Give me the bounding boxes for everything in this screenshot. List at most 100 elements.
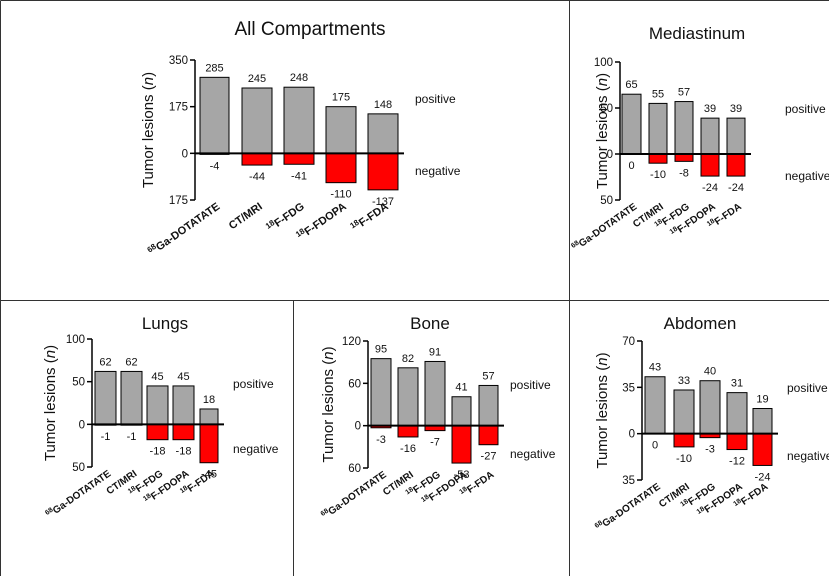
bar-negative: [326, 153, 356, 182]
data-label-positive: 33: [678, 375, 690, 387]
y-tick-label: 0: [182, 148, 188, 160]
negative-label: negative: [787, 449, 829, 463]
y-axis-label-close: ): [320, 346, 337, 351]
y-tick-label: 0: [79, 419, 85, 431]
y-tick-label: 175: [169, 102, 188, 114]
y-axis-label-close: ): [42, 345, 59, 350]
chart-title: Mediastinum: [649, 24, 745, 43]
y-axis-label-variable: n: [42, 350, 59, 358]
data-label-positive: 45: [177, 371, 189, 383]
data-label-negative: -10: [676, 453, 692, 465]
y-tick-label: 35: [622, 382, 635, 394]
data-label-positive: 95: [375, 344, 387, 356]
data-label-positive: 55: [652, 88, 664, 100]
bar-negative: [200, 424, 218, 462]
y-axis-label-close: ): [594, 352, 611, 357]
data-label-negative: -27: [481, 451, 497, 463]
category-label-compound: Ga-DOTATATE: [51, 468, 113, 516]
bar-positive: [649, 103, 667, 154]
data-label-positive: 65: [625, 79, 637, 91]
negative-label: negative: [233, 442, 279, 456]
category-label-compound: F-FDA: [713, 201, 744, 227]
y-axis-label-variable: n: [320, 351, 337, 359]
bar-negative: [727, 154, 745, 176]
bar-positive: [452, 397, 471, 426]
positive-label: positive: [233, 377, 274, 391]
bar-positive: [753, 409, 772, 434]
bar-positive: [674, 390, 694, 434]
category-label: CT/MRI: [227, 201, 265, 233]
bar-positive: [371, 359, 391, 426]
bar-negative: [398, 426, 418, 437]
y-axis-label-close: ): [594, 73, 611, 78]
category-label: 68Ga-DOTATATE: [320, 468, 389, 522]
data-label-negative: -1: [127, 431, 137, 443]
data-label-positive: 248: [290, 72, 308, 84]
bar-positive: [645, 377, 665, 434]
data-label-negative: -18: [176, 446, 192, 458]
category-label-compound: F-FDA: [465, 469, 496, 495]
y-tick-label: 175: [169, 195, 188, 207]
y-tick-label: 50: [72, 462, 85, 474]
bar-positive: [700, 381, 720, 434]
data-label-negative: -24: [728, 182, 744, 194]
data-label-negative: -4: [210, 160, 220, 172]
data-label-positive: 175: [332, 92, 350, 104]
data-label-positive: 19: [756, 394, 768, 406]
bar-negative: [675, 154, 693, 161]
y-tick-label: 60: [348, 378, 361, 390]
bar-positive: [727, 393, 747, 434]
data-label-positive: 39: [730, 103, 742, 115]
category-label-compound: Ga-DOTATATE: [577, 201, 639, 249]
data-label-negative: -44: [249, 171, 265, 183]
y-axis-label: Tumor lesions (n): [594, 352, 611, 468]
y-tick-label: 100: [66, 334, 85, 346]
y-axis-label-text: Tumor lesions (: [594, 86, 611, 189]
bar-positive: [368, 114, 398, 153]
data-label-negative: -12: [729, 456, 745, 468]
category-label-compound: F-FDG: [272, 201, 306, 230]
category-label-compound: CT/MRI: [227, 201, 265, 233]
y-axis-label-variable: n: [594, 357, 611, 365]
data-label-positive: 57: [678, 87, 690, 99]
data-label-positive: 245: [248, 73, 266, 85]
data-label-positive: 57: [482, 370, 494, 382]
data-label-negative: 0: [652, 440, 658, 452]
category-label: 18F-FDA: [348, 199, 390, 235]
bar-positive: [326, 107, 356, 154]
bar-positive: [425, 361, 445, 425]
bar-positive: [200, 409, 218, 424]
y-axis-label: Tumor lesions (n): [42, 345, 59, 461]
category-label-compound: Ga-DOTATATE: [327, 469, 389, 517]
data-label-negative: -8: [679, 167, 689, 179]
y-axis-label-text: Tumor lesions (: [42, 358, 59, 461]
y-tick-label: 50: [72, 377, 85, 389]
bar-negative: [368, 153, 398, 190]
data-label-negative: -24: [702, 182, 718, 194]
data-label-positive: 82: [402, 353, 414, 365]
bar-positive: [727, 118, 745, 154]
y-tick-label: 35: [622, 475, 635, 487]
positive-label: positive: [785, 102, 826, 116]
data-label-positive: 45: [151, 371, 163, 383]
mediastinum-chart: Mediastinum65068Ga-DOTATATE55-10CT/MRI57…: [570, 24, 829, 254]
bar-negative: [242, 153, 272, 165]
bar-negative: [452, 426, 471, 463]
chart-title: Bone: [410, 314, 450, 333]
data-label-positive: 18: [203, 394, 215, 406]
bar-positive: [398, 368, 418, 426]
bar-positive: [147, 386, 168, 424]
positive-label: positive: [787, 381, 828, 395]
data-label-positive: 43: [649, 362, 661, 374]
bar-negative: [284, 153, 314, 164]
data-label-positive: 285: [205, 62, 223, 74]
data-label-negative: -1: [101, 431, 111, 443]
y-axis-label: Tumor lesions (n): [140, 72, 157, 188]
category-label: 68Ga-DOTATATE: [570, 200, 639, 254]
bar-positive: [701, 118, 719, 154]
bar-positive: [622, 94, 641, 154]
y-axis-label-variable: n: [594, 78, 611, 86]
chart-title: All Compartments: [235, 19, 386, 40]
y-tick-label: 100: [594, 57, 613, 69]
